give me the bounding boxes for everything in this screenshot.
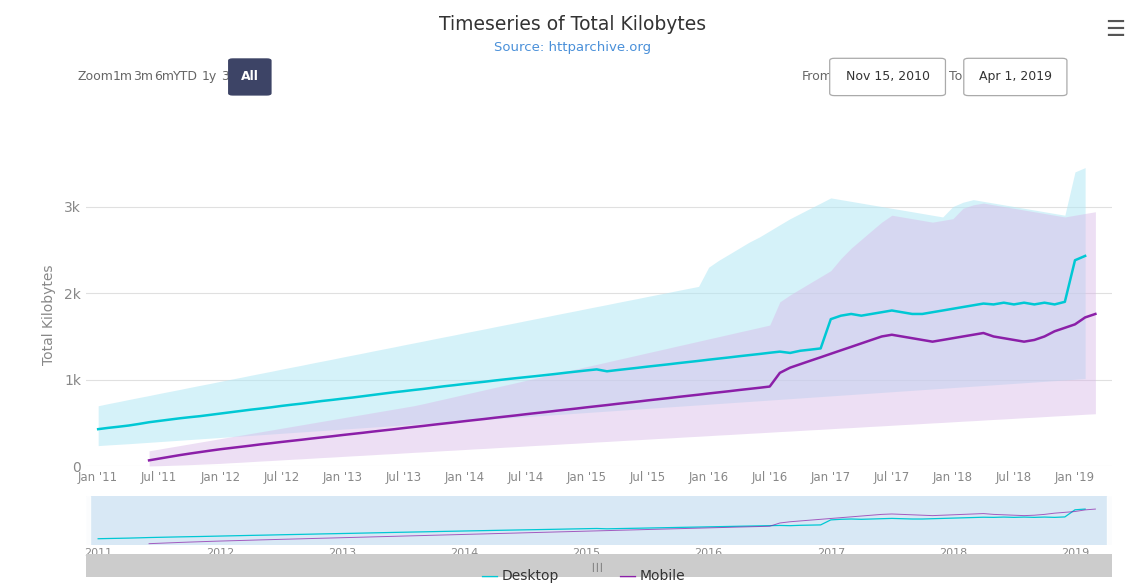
- Text: YTD: YTD: [173, 71, 198, 83]
- Text: H: H: [430, 500, 438, 510]
- Text: F: F: [350, 500, 355, 510]
- Text: —: —: [618, 567, 636, 583]
- Text: C: C: [201, 500, 209, 510]
- Text: 3m: 3m: [133, 71, 154, 83]
- Text: E: E: [237, 500, 244, 510]
- Text: G: G: [390, 500, 398, 510]
- Text: —: —: [480, 567, 499, 583]
- Text: 1m: 1m: [112, 71, 133, 83]
- Text: D: D: [217, 500, 225, 510]
- Text: Apr 1, 2019: Apr 1, 2019: [979, 71, 1052, 83]
- Text: ☰: ☰: [1105, 20, 1125, 40]
- Y-axis label: Total Kilobytes: Total Kilobytes: [41, 265, 56, 365]
- Text: Desktop: Desktop: [502, 569, 559, 583]
- Text: N: N: [1072, 500, 1078, 510]
- Bar: [86, 496, 89, 545]
- Text: M: M: [1041, 500, 1049, 510]
- Text: L: L: [916, 500, 921, 510]
- Text: Mobile: Mobile: [639, 569, 685, 583]
- Text: ☰: ☰: [592, 560, 605, 571]
- Bar: [1107, 496, 1112, 545]
- Text: From: From: [802, 71, 833, 83]
- Text: J: J: [830, 500, 832, 510]
- Text: 3y: 3y: [221, 71, 237, 83]
- Text: K: K: [898, 500, 905, 510]
- Text: Timeseries of Total Kilobytes: Timeseries of Total Kilobytes: [439, 15, 707, 34]
- Text: I: I: [778, 500, 780, 510]
- Text: Zoom: Zoom: [78, 71, 113, 83]
- Text: A: A: [165, 500, 173, 510]
- Text: B: B: [182, 500, 189, 510]
- Text: Source: httparchive.org: Source: httparchive.org: [494, 41, 652, 54]
- Text: 6m: 6m: [154, 71, 174, 83]
- Text: To: To: [949, 71, 963, 83]
- Text: Nov 15, 2010: Nov 15, 2010: [846, 71, 929, 83]
- Text: 1y: 1y: [202, 71, 218, 83]
- Text: All: All: [241, 71, 259, 83]
